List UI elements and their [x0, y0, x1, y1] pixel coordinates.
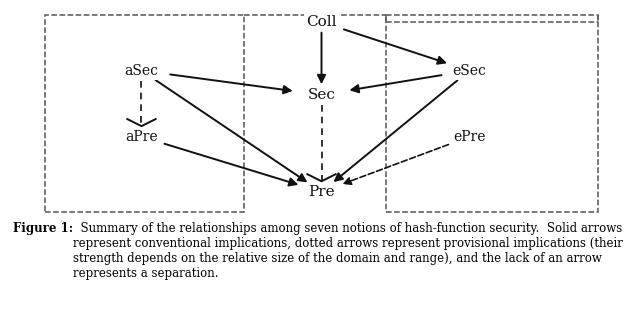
Text: Summary of the relationships among seven notions of hash-function security.  Sol: Summary of the relationships among seven… — [73, 222, 623, 280]
Text: Sec: Sec — [307, 88, 336, 102]
Bar — [45, 15, 244, 212]
Bar — [386, 15, 598, 212]
Text: eSec: eSec — [453, 64, 486, 77]
Text: aPre: aPre — [125, 130, 158, 144]
Text: aSec: aSec — [125, 64, 158, 77]
Text: Pre: Pre — [308, 185, 335, 199]
Text: Figure 1:: Figure 1: — [13, 222, 73, 235]
Text: Coll: Coll — [306, 15, 337, 29]
Text: ePre: ePre — [453, 130, 485, 144]
